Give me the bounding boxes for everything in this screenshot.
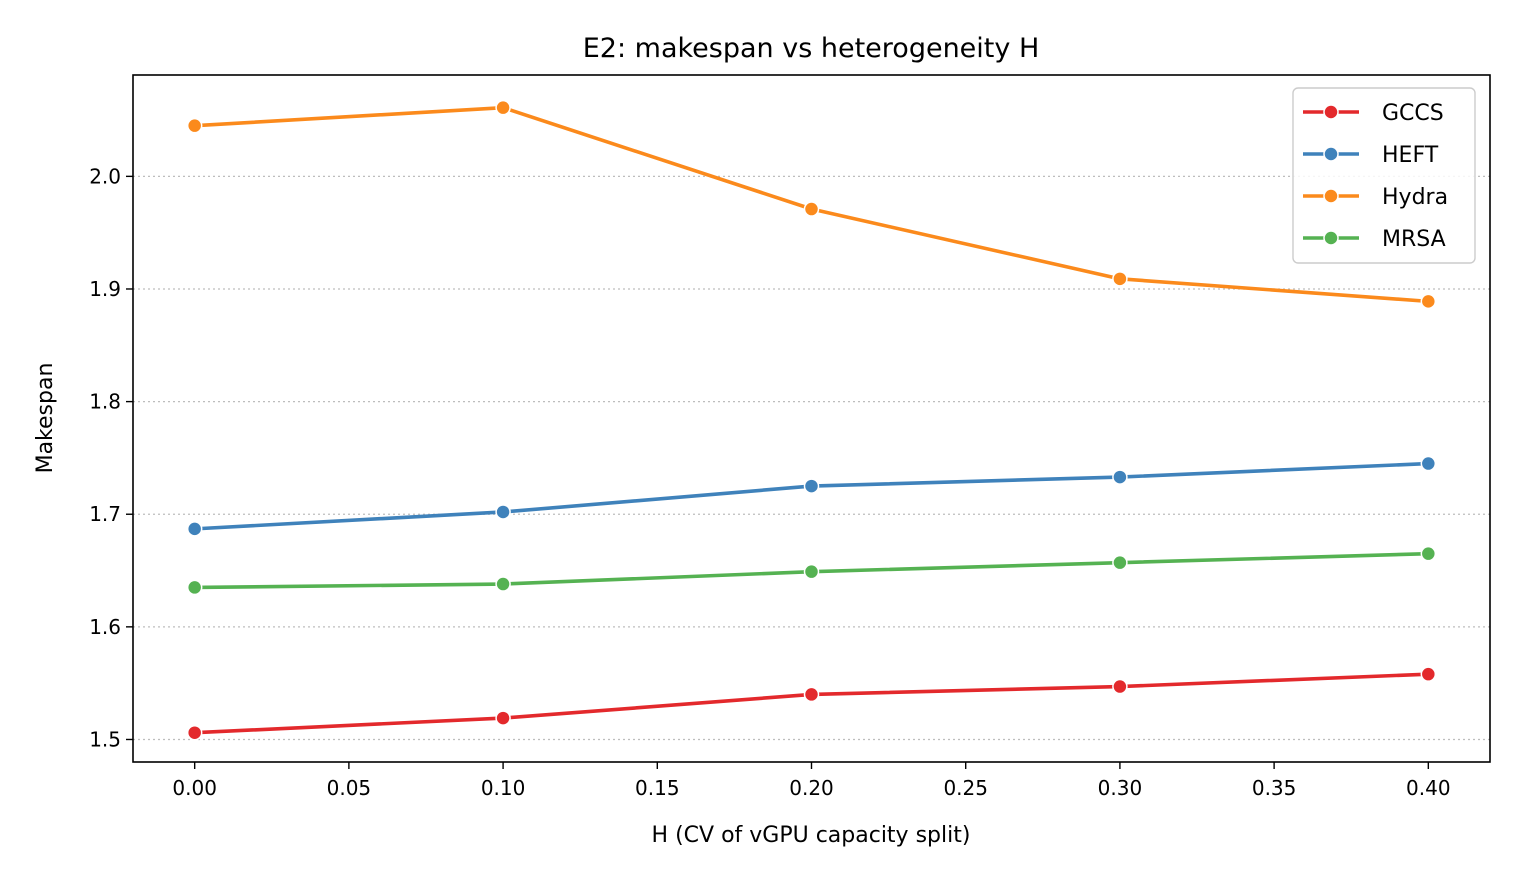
legend-entry: HEFT	[1303, 143, 1439, 168]
data-point-gccs	[1112, 678, 1128, 695]
legend-marker	[1323, 104, 1339, 120]
x-tick-label: 0.25	[943, 776, 988, 800]
data-point-heft	[803, 478, 820, 494]
x-tick-label: 0.30	[1098, 776, 1143, 800]
x-tick-label: 0.40	[1406, 776, 1451, 800]
legend-label: Hydra	[1382, 185, 1448, 210]
x-axis-ticks: 0.00 0.05 0.10 0.15 0.20 0.25 0.30 0.35 0.40	[172, 762, 1451, 800]
legend-entry: Hydra	[1303, 185, 1448, 210]
series-line-heft	[192, 461, 1431, 531]
legend-entry: GCCS	[1303, 101, 1444, 126]
data-point-mrsa	[495, 576, 511, 592]
data-point-gccs	[1420, 666, 1437, 682]
data-point-mrsa	[1112, 554, 1128, 571]
x-tick-label: 0.00	[172, 776, 217, 800]
data-point-heft	[186, 521, 203, 537]
grid-lines	[133, 175, 1490, 741]
series-heft	[186, 455, 1437, 537]
y-axis-label: Makespan	[33, 363, 58, 474]
series-hydra	[186, 99, 1437, 310]
y-tick-label: 1.8	[89, 390, 121, 414]
y-axis-ticks: 1.5 1.6 1.7 1.8 1.9 2.0	[89, 164, 133, 751]
x-tick-label: 0.05	[327, 776, 372, 800]
legend-marker	[1323, 146, 1339, 162]
legend-label: HEFT	[1382, 143, 1439, 168]
data-point-hydra	[1112, 271, 1128, 287]
legend-marker	[1323, 230, 1339, 246]
chart-title: E2: makespan vs heterogeneity H	[583, 33, 1040, 64]
legend-label: MRSA	[1382, 227, 1446, 252]
plot-frame	[132, 74, 1491, 763]
data-point-gccs	[186, 724, 203, 741]
y-tick-label: 1.5	[89, 727, 121, 751]
series-line-gccs	[192, 672, 1431, 735]
x-axis-label: H (CV of vGPU capacity split)	[652, 823, 971, 848]
legend-label: GCCS	[1382, 101, 1444, 126]
data-point-gccs	[495, 710, 511, 726]
legend-box	[1292, 87, 1476, 264]
series-mrsa	[186, 545, 1437, 596]
legend-marker	[1323, 188, 1339, 204]
data-point-mrsa	[186, 579, 203, 596]
series-gccs	[186, 666, 1437, 741]
x-tick-label: 0.10	[481, 776, 526, 800]
x-tick-label: 0.35	[1252, 776, 1297, 800]
y-tick-label: 1.9	[89, 277, 121, 301]
data-point-hydra	[1420, 293, 1437, 310]
series-lines	[186, 99, 1437, 741]
data-point-heft	[495, 504, 511, 520]
data-point-gccs	[803, 686, 820, 703]
data-point-hydra	[186, 117, 203, 134]
data-point-heft	[1112, 469, 1128, 485]
x-tick-label: 0.20	[789, 776, 834, 800]
y-tick-label: 1.6	[89, 615, 121, 639]
x-tick-label: 0.15	[635, 776, 680, 800]
data-point-heft	[1420, 455, 1437, 472]
data-point-hydra	[803, 201, 820, 217]
legend: GCCS HEFT Hydra MRSA	[1292, 87, 1476, 264]
data-point-mrsa	[1420, 545, 1437, 562]
data-point-mrsa	[803, 563, 820, 580]
y-tick-label: 2.0	[89, 164, 121, 188]
data-point-hydra	[495, 99, 511, 116]
y-tick-label: 1.7	[89, 502, 121, 526]
legend-entry: MRSA	[1303, 227, 1446, 252]
